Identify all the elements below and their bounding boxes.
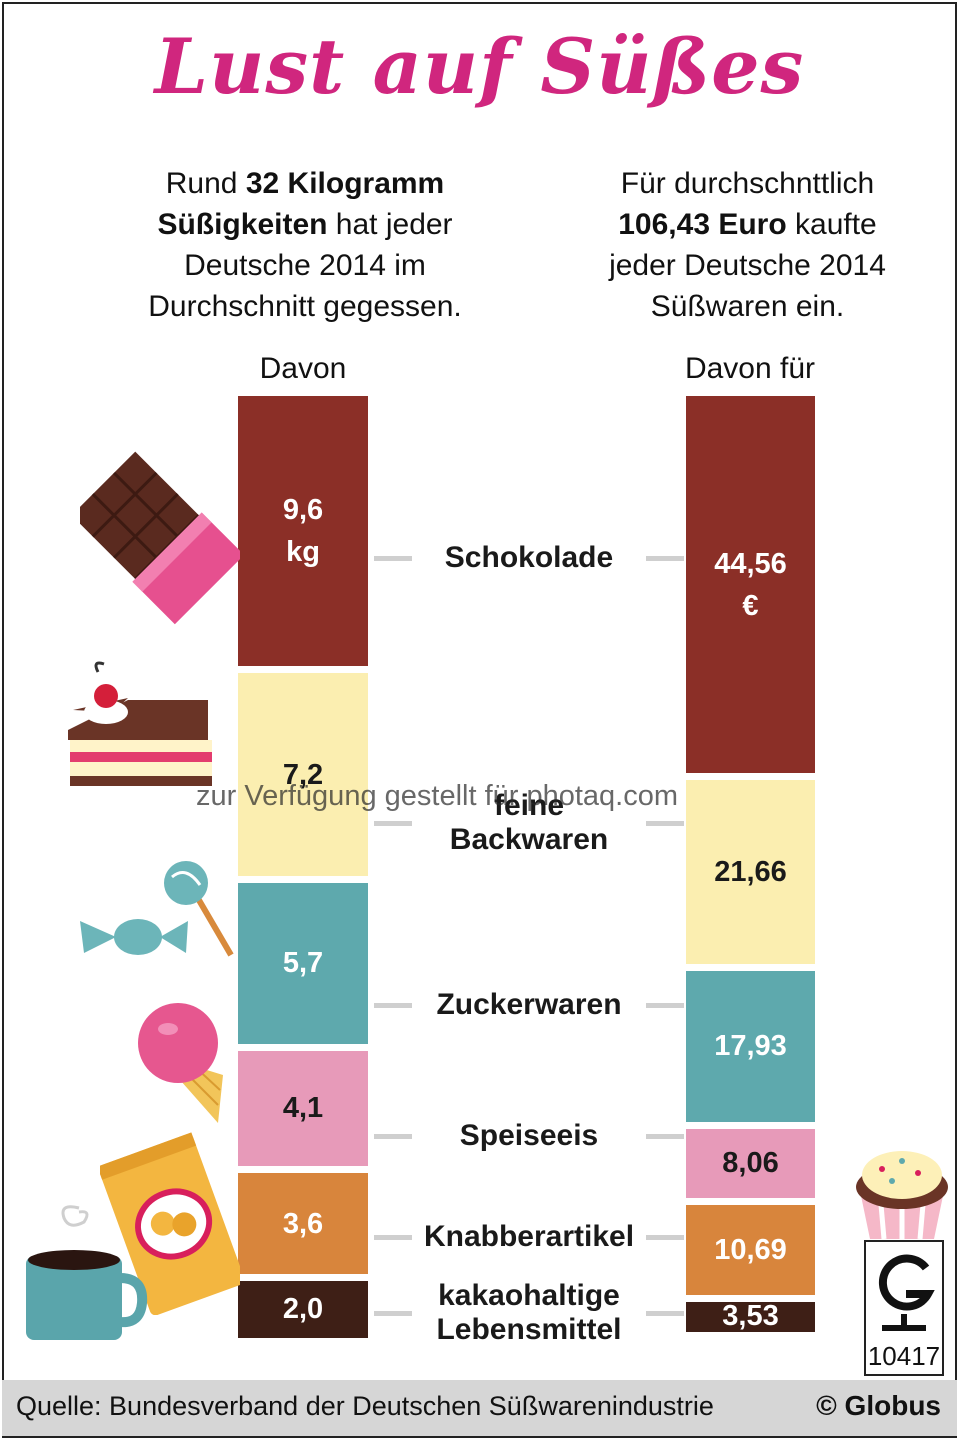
bar-segment-kg-5: 3,6 (238, 1172, 368, 1275)
source-footer: Quelle: Bundesverband der Deutschen Süßw… (2, 1380, 957, 1436)
bar-segment-kg-3: 5,7 (238, 883, 368, 1044)
chocolate-bar-icon (80, 451, 240, 625)
left-column-header: Davon (259, 352, 347, 385)
intro-left-line3: Deutsche 2014 im (184, 249, 426, 282)
data-label: 17,93 (714, 1030, 787, 1063)
intro-left-mid: hat jeder (327, 208, 453, 241)
connector-left (374, 1002, 412, 1008)
intro-right-line3: jeder Deutsche 2014 (609, 249, 886, 282)
unit-label: kg (286, 536, 320, 569)
connector-left (374, 555, 412, 561)
connector-left (374, 821, 412, 827)
intro-left-text: Rund 32 Kilogramm Süßigkeiten hat jeder … (110, 163, 500, 327)
right-column-header: Davon für (684, 352, 816, 385)
cupcake-icon (856, 1151, 948, 1240)
data-label: 4,1 (282, 1092, 324, 1125)
category-label-line: Backwaren (449, 823, 609, 857)
bar-segment-euro-4: 8,06 (686, 1129, 815, 1198)
bar-segment-euro-3: 17,93 (686, 970, 815, 1123)
globus-logo-mark (878, 1254, 935, 1331)
intro-right-bold-amount: 106,43 Euro (618, 208, 787, 241)
connector-right (646, 1311, 684, 1317)
connector-right (646, 555, 684, 561)
category-label: kakaohaltige Lebensmittel (374, 1279, 684, 1347)
category-label: Zuckerwaren (374, 987, 684, 1022)
chips-bag-icon (100, 1132, 240, 1315)
bar-segment-euro-5: 10,69 (686, 1204, 815, 1296)
logo-number: 10417 (867, 1341, 941, 1371)
intro-right-mid: kaufte (786, 208, 877, 241)
connector-left (374, 1133, 412, 1139)
connector-left (374, 1234, 412, 1240)
category-label: Knabberartikel (374, 1219, 684, 1254)
bar-segment-euro-1: 44,56 € (686, 396, 815, 774)
connector-right (646, 821, 684, 827)
data-label: 10,69 (714, 1233, 787, 1266)
copyright-text: © Globus (816, 1390, 941, 1421)
connector-left (374, 1311, 412, 1317)
connector-right (646, 1133, 684, 1139)
bar-segment-euro-2: 21,66 (686, 780, 815, 964)
intro-right-text: Für durchschnttlich 106,43 Euro kaufte j… (570, 163, 925, 327)
data-label: 2,0 (282, 1293, 324, 1326)
category-label-line: Lebensmittel (436, 1313, 622, 1347)
data-label: 3,6 (282, 1207, 324, 1240)
intro-right-line4: Süßwaren ein. (650, 290, 845, 323)
data-label: 7,2 (282, 758, 324, 791)
page-title: Lust auf Süßes (154, 22, 805, 111)
data-label: 21,66 (714, 855, 787, 888)
ice-cream-icon (138, 1003, 223, 1123)
category-label-line: Knabberartikel (423, 1219, 635, 1253)
category-label: Speiseeis (374, 1118, 684, 1153)
data-label: 8,06 (722, 1147, 779, 1180)
data-label: 5,7 (282, 947, 324, 980)
intro-left-pre: Rund (165, 167, 246, 200)
intro-left-bold-item: Süßigkeiten (157, 208, 328, 241)
bar-segment-kg-4: 4,1 (238, 1050, 368, 1166)
bar-segment-kg-2: 7,2 (238, 673, 368, 877)
category-label: feine Backwaren (374, 789, 684, 857)
data-label: 3,53 (722, 1300, 779, 1333)
category-label-line: Schokolade (444, 540, 614, 574)
cake-slice-icon (68, 661, 212, 786)
category-label-line: feine (493, 789, 565, 823)
category-label-line: kakaohaltige (438, 1279, 620, 1313)
bar-segment-kg-1: 9,6 kg (238, 396, 368, 667)
data-label: 44,56 (714, 547, 787, 580)
bar-segment-euro-6: 3,53 (686, 1300, 815, 1333)
intro-left-line4: Durchschnitt gegessen. (148, 290, 462, 323)
candy-lollipop-icon (80, 861, 234, 957)
category-label-line: Zuckerwaren (436, 987, 622, 1021)
unit-label: € (742, 589, 759, 622)
category-label: Schokolade (374, 540, 684, 575)
connector-right (646, 1234, 684, 1240)
intro-left-bold-amount: 32 Kilogramm (245, 167, 445, 200)
coffee-mug-icon (26, 1205, 148, 1340)
intro-right-line1: Für durchschnttlich (620, 167, 875, 200)
data-label: 9,6 (282, 494, 324, 527)
category-label-line: Speiseeis (459, 1118, 599, 1152)
source-text: Quelle: Bundesverband der Deutschen Süßw… (16, 1391, 714, 1421)
connector-right (646, 1002, 684, 1008)
bar-segment-kg-6: 2,0 (238, 1281, 368, 1338)
globus-logo: 10417 (864, 1240, 944, 1376)
